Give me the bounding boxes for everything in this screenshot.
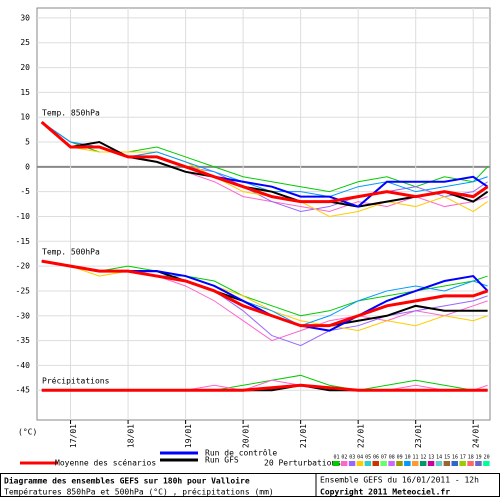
perturbation-swatch [396,461,403,466]
perturbation-id: 07 [381,455,387,461]
x-tick-label: 21/01 [299,424,308,448]
perturbation-swatch [372,461,379,466]
perturbation-swatch [348,461,356,466]
y-tick-label: -30 [16,311,31,320]
plot-area [36,7,491,421]
perturbation-swatch [459,461,466,466]
y-tick-label: 0 [25,162,30,171]
x-tick-label: 20/01 [242,424,251,448]
series-line [41,259,489,328]
chart-subtitle: Températures 850hPa et 500hPa (°C) , pré… [4,487,274,497]
perturbation-id: 10 [405,455,411,461]
perturbation-swatch [340,461,348,466]
y-tick-label: 15 [20,88,30,97]
perturbation-swatch [435,461,443,466]
perturbation-id: 16 [452,455,458,461]
x-tick-label: 23/01 [414,424,423,448]
y-tick-label: -45 [16,386,31,395]
perturbation-swatch [412,461,419,466]
legend-label: Run de contrôle [205,448,277,458]
y-tick-label: -15 [16,237,31,246]
legend-label: Moyenne des scénarios [55,458,156,468]
perturbation-swatch [380,461,387,466]
perturbation-id: 14 [436,455,442,461]
y-tick-label: -10 [16,212,31,221]
perturbation-id: 08 [389,455,395,461]
y-tick-label: 25 [20,38,30,47]
perturbation-id: 18 [468,455,474,461]
perturbation-swatch [404,461,411,466]
perturbation-swatch [483,461,490,466]
perturbation-swatch [427,461,435,466]
perturbation-swatch [467,461,474,466]
x-tick-label: 24/01 [472,424,481,448]
perturbation-id: 11 [412,455,418,461]
legend-label: Run GFS [205,456,239,465]
perturbation-id: 12 [420,455,426,461]
panel-label: Précipitations [42,376,110,386]
copyright: Copyright 2011 Meteociel.fr [320,487,450,497]
perturbation-swatch [451,461,458,466]
perturbation-id: 05 [365,455,371,461]
x-tick-label: 18/01 [127,424,136,448]
y-tick-label: -35 [16,336,31,345]
y-tick-label: 10 [20,113,30,122]
series-line [41,383,488,392]
perturbation-id: 19 [476,455,482,461]
series-line [41,260,488,317]
y-tick-label: -5 [20,187,30,196]
x-tick-label: 17/01 [69,424,78,448]
perturbation-id: 09 [397,455,403,461]
y-tick-label: 5 [25,138,30,147]
panel-label: Temp. 850hPa [42,109,100,118]
perturbation-swatch [333,461,340,466]
perturbation-id: 02 [341,455,347,461]
perturbation-id: 01 [333,455,339,461]
x-tick-label: 22/01 [357,424,366,448]
x-tick-label: 19/01 [184,424,193,448]
y-tick-label: -25 [16,286,31,295]
perturbation-id: 15 [444,455,450,461]
run-info: Ensemble GEFS du 16/01/2011 - 12h [320,476,479,485]
perturbation-id: 13 [428,455,434,461]
chart-title: Diagramme des ensembles GEFS sur 180h po… [4,476,250,486]
perturbation-id: 20 [484,455,490,461]
perturbation-id: 17 [460,455,466,461]
perturbation-id: 06 [373,455,379,461]
perturbation-id: 03 [349,455,355,461]
y-tick-label: 20 [20,63,30,72]
perturbation-swatch [364,461,372,466]
series-line [40,121,489,204]
y-tick-label: 30 [20,13,30,22]
y-tick-label: -20 [16,262,31,271]
y-tick-label: -40 [16,361,31,370]
perturbation-swatch [388,461,395,466]
perturbation-id: 04 [357,455,363,461]
y-axis-label: (°C) [18,428,37,437]
perturbation-swatch [419,461,427,466]
perturbations-label: 20 Perturbations [264,459,341,468]
perturbation-swatch [443,461,451,466]
perturbation-swatch [475,461,482,466]
perturbation-swatch [356,461,364,466]
panel-label: Temp. 500hPa [42,248,100,257]
